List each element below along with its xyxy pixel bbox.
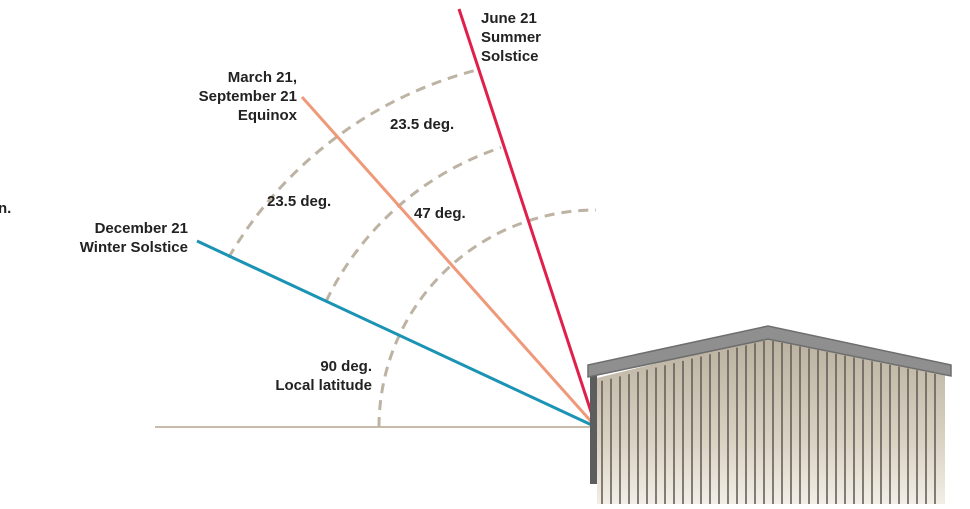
arc-middle bbox=[324, 146, 502, 302]
equinox-label-line-3: Equinox bbox=[237, 107, 297, 124]
wall-stripes bbox=[601, 340, 936, 504]
summer-gap-angle-label: 23.5 deg. bbox=[390, 116, 455, 133]
equinox-label-line-1: March 21, bbox=[227, 69, 297, 86]
winter-solstice-label-line-1: December 21 bbox=[94, 220, 188, 237]
latitude-angle-name: Local latitude bbox=[275, 377, 372, 394]
winter-solstice-label: December 21 Winter Solstice bbox=[80, 219, 188, 257]
latitude-angle-label: 90 deg. Local latitude bbox=[275, 357, 372, 395]
summer-solstice-label-line-2: Summer bbox=[481, 29, 542, 46]
summer-solstice-label-line-1: June 21 bbox=[481, 10, 537, 27]
arc-inner bbox=[377, 208, 597, 428]
winter-gap-angle-label: 23.5 deg. bbox=[267, 193, 332, 210]
building bbox=[587, 325, 952, 504]
building-side-panel bbox=[590, 374, 597, 484]
total-angle-label: 47 deg. bbox=[414, 205, 466, 222]
cropped-text: n. bbox=[0, 200, 12, 217]
building-wall bbox=[597, 336, 945, 504]
ray-winter-solstice bbox=[196, 239, 597, 429]
building-roof bbox=[587, 325, 952, 378]
equinox-label: March 21, September 21 Equinox bbox=[199, 68, 297, 125]
latitude-angle-value: 90 deg. bbox=[320, 358, 372, 375]
arc-outer bbox=[227, 68, 476, 259]
ray-summer-solstice bbox=[457, 8, 598, 428]
equinox-label-line-2: September 21 bbox=[198, 88, 297, 105]
summer-solstice-label: June 21 Summer Solstice bbox=[481, 9, 541, 66]
ray-equinox bbox=[300, 96, 598, 428]
winter-solstice-label-line-2: Winter Solstice bbox=[79, 239, 188, 256]
summer-solstice-label-line-3: Solstice bbox=[481, 48, 539, 65]
